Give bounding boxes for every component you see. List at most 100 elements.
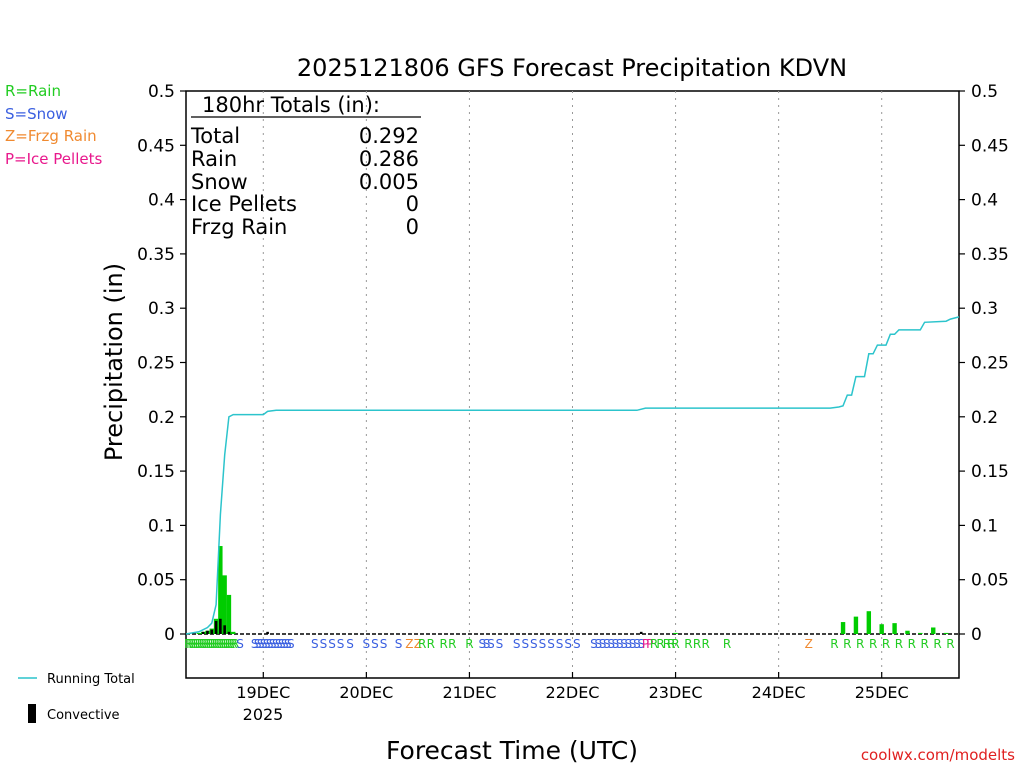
- totals-value-frzg-rain: 0: [406, 215, 419, 239]
- ptype-letter: R: [701, 637, 709, 651]
- ptype-letter: R: [933, 637, 941, 651]
- ptype-letter: S: [556, 637, 564, 651]
- ptype-letter: R: [946, 637, 954, 651]
- y-tick-label-right: 0.1: [971, 516, 998, 536]
- grid-lines: [262, 91, 883, 678]
- legend-convective: Convective: [47, 708, 120, 723]
- totals-label-ice-pellets: Ice Pellets: [191, 192, 297, 216]
- precip-bar: [840, 622, 846, 634]
- y-axis-label: Precipitation (in): [100, 263, 128, 461]
- ptype-letter: S: [487, 637, 495, 651]
- ptype-letter: S: [281, 637, 289, 651]
- ptype-letter: R: [418, 637, 426, 651]
- ptype-letter: S: [275, 637, 283, 651]
- y-tick-label-left: 0.3: [148, 299, 175, 319]
- credit-link[interactable]: coolwx.com/modelts: [861, 746, 1015, 764]
- ptype-letter: S: [603, 637, 611, 651]
- ptype-letter: S: [269, 637, 277, 651]
- legend-snow: S=Snow: [5, 105, 68, 123]
- ptype-letter: R: [856, 637, 864, 651]
- precip-bar: [918, 632, 923, 634]
- ptype-letter: S: [564, 637, 572, 651]
- ptype-letter: S: [625, 637, 633, 651]
- ptype-letter: R: [439, 637, 447, 651]
- precip-bar: [196, 632, 202, 634]
- legend-convective-swatch: [28, 704, 36, 723]
- ptype-letter: R: [197, 637, 205, 651]
- ptype-letter: S: [395, 637, 403, 651]
- precip-bar: [943, 632, 949, 634]
- convective-bar: [210, 629, 214, 634]
- ptype-letter: S: [633, 637, 641, 651]
- ptype-letter: S: [547, 637, 555, 651]
- year-label: 2025: [243, 705, 284, 724]
- ptype-letter: S: [521, 637, 529, 651]
- y-tick-label-left: 0.05: [137, 571, 175, 591]
- ptype-letter: R: [220, 637, 228, 651]
- ptype-letter: S: [346, 637, 354, 651]
- totals-label-total: Total: [190, 124, 240, 148]
- ptype-letter: R: [869, 637, 877, 651]
- ptype-letter: S: [284, 637, 292, 651]
- ptype-letter: R: [723, 637, 731, 651]
- ptype-letter: S: [236, 637, 244, 651]
- convective-bar: [219, 618, 222, 634]
- chart-title: 2025121806 GFS Forecast Precipitation KD…: [297, 54, 847, 82]
- ptype-letter: S: [251, 637, 259, 651]
- precip-bar: [673, 632, 678, 634]
- convective-bar: [227, 631, 231, 634]
- y-tick-label-left: 0.45: [137, 136, 175, 156]
- x-tick-label: 22DEC: [546, 683, 600, 702]
- totals-value-snow: 0.005: [359, 170, 419, 194]
- ptype-letter: R: [212, 637, 220, 651]
- ptype-letter: S: [594, 637, 602, 651]
- y-tick-label-left: 0.4: [148, 191, 175, 211]
- x-tick-label: 24DEC: [752, 683, 806, 702]
- precip-bar: [222, 575, 227, 634]
- y-tick-label-left: 0.1: [148, 516, 175, 536]
- ptype-letter: R: [193, 637, 201, 651]
- y-tick-label-left: 0.15: [137, 462, 175, 482]
- ptype-letter: S: [266, 637, 274, 651]
- legend-ice-pellets: P=Ice Pellets: [5, 150, 102, 168]
- precip-bar: [892, 623, 897, 634]
- ptype-letter: S: [257, 637, 265, 651]
- y-tick-label-left: 0.2: [148, 408, 175, 428]
- ptype-letter: R: [231, 637, 239, 651]
- ptype-letter: R: [843, 637, 851, 651]
- ptype-letter: R: [650, 637, 658, 651]
- ptype-letter: R: [190, 637, 198, 651]
- x-tick-label: 21DEC: [442, 683, 496, 702]
- ptype-letter: R: [214, 637, 222, 651]
- ptype-letter: R: [908, 637, 916, 651]
- totals-value-total: 0.292: [359, 124, 419, 148]
- totals-header: 180hr Totals (in):: [202, 93, 380, 117]
- ptype-letter: S: [337, 637, 345, 651]
- convective-bar: [223, 625, 226, 634]
- y-tick-label-right: 0.5: [971, 82, 998, 102]
- ptype-letter: R: [830, 637, 838, 651]
- y-tick-label-left: 0.25: [137, 354, 175, 374]
- ptype-letter: S: [328, 637, 336, 651]
- y-tick-label-right: 0.2: [971, 408, 998, 428]
- y-tick-label-right: 0.05: [971, 571, 1009, 591]
- x-tick-label: 20DEC: [339, 683, 393, 702]
- ptype-letter: S: [260, 637, 268, 651]
- ptype-letter: S: [380, 637, 388, 651]
- ptype-letter: S: [616, 637, 624, 651]
- ptype-letter: R: [895, 637, 903, 651]
- precip-bar: [905, 630, 910, 634]
- totals-label-rain: Rain: [191, 147, 237, 171]
- precip-bar: [866, 611, 872, 634]
- ptype-letter: R: [188, 637, 196, 651]
- ptype-letter: R: [427, 637, 435, 651]
- totals-label-snow: Snow: [191, 170, 248, 194]
- y-tick-label-left: 0.35: [137, 245, 175, 265]
- ptype-letter: R: [656, 637, 664, 651]
- ptype-letter: S: [629, 637, 637, 651]
- ptype-letter: R: [448, 637, 456, 651]
- ptype-letter: P: [646, 637, 653, 651]
- ptype-letter: R: [229, 637, 237, 651]
